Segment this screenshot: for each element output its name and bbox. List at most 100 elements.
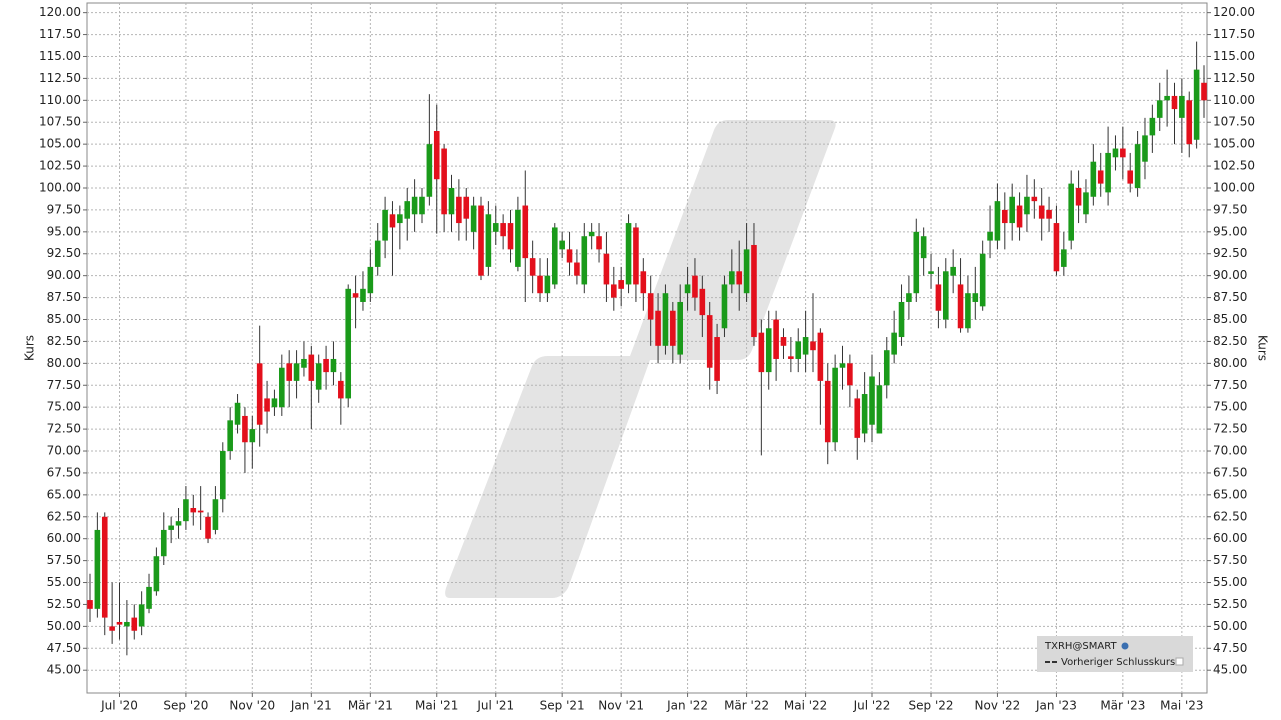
- candle-body: [839, 363, 846, 368]
- y2-tick-label: 82.50: [1213, 334, 1247, 348]
- candle-body: [817, 332, 824, 381]
- candle-body: [212, 499, 219, 530]
- candle-body: [153, 556, 160, 592]
- candle-body: [271, 398, 278, 408]
- x-tick-label: Jan '21: [290, 699, 332, 713]
- candle-body: [603, 253, 610, 285]
- y2-tick-label: 80.00: [1213, 356, 1247, 370]
- candle-body: [987, 231, 993, 241]
- candle-body: [301, 358, 307, 368]
- candle-body: [264, 398, 270, 412]
- y-tick-label: 62.50: [47, 509, 81, 523]
- y2-tick-label: 72.50: [1213, 422, 1247, 436]
- y-tick-label: 47.50: [47, 641, 81, 655]
- candle-body: [935, 284, 942, 311]
- candle-body: [219, 451, 226, 500]
- candle-body: [426, 144, 433, 197]
- y2-tick-label: 50.00: [1213, 619, 1247, 633]
- candle-body: [942, 271, 949, 320]
- candle-body: [242, 415, 248, 443]
- candle-body: [795, 341, 802, 359]
- candle-body: [979, 253, 986, 307]
- y-tick-label: 72.50: [47, 422, 81, 436]
- x-tick-label: Mär '23: [1100, 699, 1145, 713]
- candle-body: [352, 293, 359, 298]
- candle-body: [308, 354, 315, 381]
- candle-body: [684, 284, 691, 294]
- candle-body: [1156, 100, 1163, 118]
- candle-body: [1075, 187, 1082, 206]
- y-tick-label: 107.50: [39, 115, 81, 129]
- x-tick-label: Mär '21: [348, 699, 393, 713]
- candle-body: [411, 196, 418, 215]
- candle-body: [293, 363, 300, 381]
- candle-body: [559, 240, 565, 250]
- y2-tick-label: 92.50: [1213, 246, 1247, 260]
- y2-tick-label: 100.00: [1213, 180, 1255, 194]
- y2-tick-label: 102.50: [1213, 159, 1255, 173]
- legend-box: [1037, 636, 1193, 672]
- candle-body: [714, 337, 720, 381]
- candle-body: [205, 516, 211, 539]
- candle-body: [1127, 170, 1134, 184]
- candle-body: [382, 209, 388, 241]
- candle-body: [544, 275, 551, 294]
- candle-body: [1120, 148, 1126, 158]
- y2-tick-label: 105.00: [1213, 137, 1255, 151]
- y-tick-label: 55.00: [47, 575, 81, 589]
- y2-tick-label: 47.50: [1213, 641, 1247, 655]
- candle-body: [433, 131, 440, 180]
- y-tick-label: 105.00: [39, 137, 81, 151]
- candle-body: [618, 280, 624, 289]
- candle-body: [101, 516, 108, 618]
- candle-body: [1024, 196, 1030, 215]
- candle-body: [729, 271, 735, 285]
- x-tick-label: Nov '20: [229, 699, 275, 713]
- candle-body: [832, 367, 838, 443]
- candle-body: [500, 223, 506, 237]
- legend-checkbox: [1175, 657, 1184, 666]
- candle-body: [736, 271, 743, 285]
- x-tick-label: Jul '20: [100, 699, 138, 713]
- candles: [87, 41, 1207, 656]
- x-tick-label: Sep '20: [163, 699, 208, 713]
- candle-body: [286, 363, 292, 381]
- y2-axis-title: Kurs: [1256, 335, 1270, 361]
- candle-body: [175, 521, 182, 526]
- candle-body: [389, 214, 396, 228]
- candle-body: [1142, 135, 1148, 162]
- y-tick-label: 92.50: [47, 246, 81, 260]
- candle-body: [397, 214, 403, 224]
- candle-body: [109, 626, 115, 631]
- candle-body: [883, 350, 890, 386]
- candle-body: [360, 288, 366, 302]
- candle-body: [810, 341, 816, 351]
- y2-tick-label: 90.00: [1213, 268, 1247, 282]
- candle-body: [1053, 223, 1060, 272]
- candle-body: [581, 236, 588, 285]
- candle-body: [456, 196, 462, 224]
- y-tick-label: 115.00: [39, 49, 81, 63]
- candle-body: [507, 223, 514, 250]
- y2-tick-label: 57.50: [1213, 553, 1247, 567]
- candle-body: [588, 231, 595, 237]
- y2-tick-label: 67.50: [1213, 465, 1247, 479]
- y2-tick-label: 87.50: [1213, 290, 1247, 304]
- x-tick-label: Mai '23: [1160, 699, 1203, 713]
- candle-body: [670, 310, 676, 346]
- candle-body: [920, 236, 927, 259]
- candle-body: [522, 205, 529, 259]
- y-tick-label: 77.50: [47, 378, 81, 392]
- x-tick-label: Mai '22: [784, 699, 827, 713]
- candle-body: [441, 148, 447, 215]
- candle-body: [861, 394, 868, 434]
- candle-body: [87, 600, 93, 609]
- candle-body: [183, 499, 189, 522]
- candle-body: [338, 380, 344, 399]
- legend-label: Vorheriger Schlusskurs: [1061, 657, 1175, 668]
- y2-tick-label: 107.50: [1213, 115, 1255, 129]
- candle-body: [677, 301, 683, 355]
- candle-body: [131, 617, 138, 631]
- candle-body: [448, 187, 455, 215]
